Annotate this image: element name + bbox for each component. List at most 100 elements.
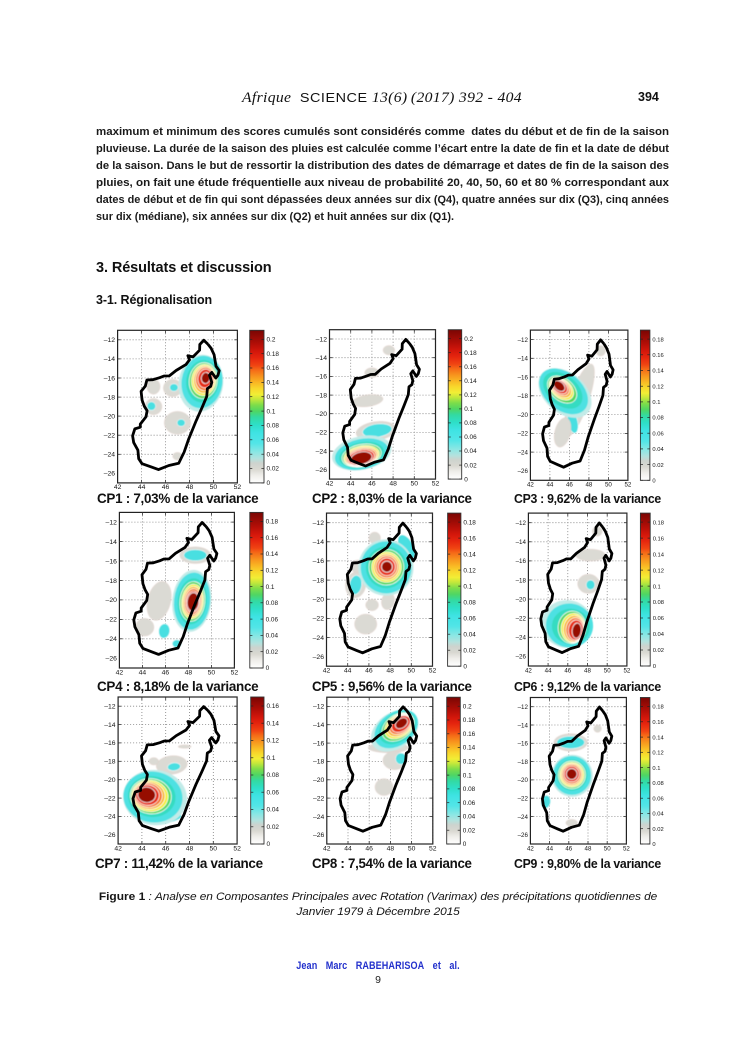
svg-text:–12: –12 [518,337,529,344]
svg-text:42: 42 [323,668,331,675]
svg-text:0.12: 0.12 [464,392,477,399]
svg-text:0: 0 [463,841,467,848]
svg-text:–26: –26 [518,832,529,839]
svg-text:0.14: 0.14 [267,380,280,387]
svg-text:–26: –26 [313,832,325,839]
svg-text:0.18: 0.18 [463,717,476,724]
svg-text:0.16: 0.16 [267,703,280,710]
svg-text:46: 46 [162,484,170,491]
svg-text:48: 48 [389,480,397,487]
svg-text:–16: –16 [104,740,116,747]
svg-text:0.04: 0.04 [267,451,280,458]
svg-text:0: 0 [266,665,270,672]
svg-text:52: 52 [624,482,631,489]
svg-text:–26: –26 [104,832,116,839]
svg-text:–16: –16 [106,558,118,565]
svg-text:46: 46 [162,669,170,676]
svg-text:0.16: 0.16 [464,364,477,371]
svg-text:0.1: 0.1 [652,400,660,406]
svg-text:0: 0 [463,663,467,670]
svg-text:52: 52 [429,668,437,675]
svg-text:52: 52 [623,667,630,674]
svg-text:–24: –24 [313,814,325,821]
svg-text:0.18: 0.18 [652,337,663,343]
svg-text:44: 44 [545,667,552,674]
svg-text:0.08: 0.08 [652,416,663,422]
svg-text:–24: –24 [518,814,529,821]
svg-text:–18: –18 [518,759,529,766]
svg-text:–22: –22 [106,617,118,624]
svg-text:–18: –18 [516,577,527,584]
svg-text:–16: –16 [518,741,529,748]
svg-text:0.06: 0.06 [463,615,476,622]
svg-text:–24: –24 [104,452,116,459]
svg-text:48: 48 [186,845,194,852]
svg-text:44: 44 [347,480,355,487]
svg-text:48: 48 [585,482,592,489]
svg-text:0.04: 0.04 [652,812,664,818]
svg-text:–26: –26 [104,471,116,478]
svg-text:0.1: 0.1 [653,584,661,590]
svg-text:–26: –26 [313,654,325,661]
svg-text:0.08: 0.08 [463,599,476,606]
svg-text:0.12: 0.12 [652,384,663,390]
svg-text:–12: –12 [516,520,527,527]
svg-text:0.02: 0.02 [463,827,476,834]
svg-text:0.04: 0.04 [267,807,280,814]
svg-text:–24: –24 [518,449,529,456]
svg-text:42: 42 [326,480,334,487]
svg-text:0.06: 0.06 [267,790,280,797]
svg-text:0.18: 0.18 [653,520,664,526]
svg-text:0.16: 0.16 [653,536,664,542]
svg-text:–20: –20 [518,412,529,419]
svg-text:0.1: 0.1 [267,755,276,762]
svg-text:0.02: 0.02 [464,462,477,469]
svg-text:0.12: 0.12 [653,568,664,574]
svg-text:44: 44 [138,845,146,852]
svg-text:–20: –20 [106,597,118,604]
svg-text:–26: –26 [316,467,328,474]
svg-text:46: 46 [365,845,373,852]
svg-text:48: 48 [185,669,193,676]
svg-text:0.14: 0.14 [653,552,665,558]
svg-text:50: 50 [210,484,218,491]
svg-text:42: 42 [525,667,532,674]
svg-text:–14: –14 [106,539,118,546]
svg-text:0.06: 0.06 [652,431,663,437]
svg-text:–22: –22 [104,795,116,802]
svg-text:46: 46 [365,668,373,675]
svg-text:0.04: 0.04 [463,631,476,638]
svg-text:0.1: 0.1 [652,766,660,772]
svg-text:0.02: 0.02 [267,466,280,473]
svg-text:0.1: 0.1 [463,583,472,590]
svg-text:44: 44 [139,669,147,676]
svg-text:44: 44 [546,845,553,852]
svg-text:0.1: 0.1 [463,772,472,779]
svg-text:44: 44 [344,845,352,852]
svg-text:0: 0 [267,841,271,848]
svg-text:42: 42 [116,669,124,676]
svg-text:–26: –26 [518,468,529,475]
svg-text:0.16: 0.16 [266,535,279,542]
svg-text:–24: –24 [104,814,116,821]
svg-text:0.12: 0.12 [267,738,280,745]
svg-text:0.2: 0.2 [464,336,473,343]
svg-text:–24: –24 [316,448,328,455]
svg-text:–20: –20 [313,777,325,784]
svg-text:0.18: 0.18 [464,350,477,357]
svg-text:–12: –12 [106,519,118,526]
svg-text:0.18: 0.18 [463,519,476,526]
svg-text:0.14: 0.14 [463,745,476,752]
svg-text:–14: –14 [518,356,529,363]
svg-text:–20: –20 [104,413,116,420]
svg-text:0.06: 0.06 [464,434,477,441]
svg-text:–18: –18 [316,392,328,399]
svg-text:44: 44 [546,482,553,489]
svg-text:48: 48 [387,845,395,852]
svg-text:46: 46 [368,480,376,487]
svg-text:0: 0 [652,479,655,485]
svg-text:0.04: 0.04 [464,448,477,455]
svg-text:0.08: 0.08 [266,600,279,607]
svg-text:0.02: 0.02 [652,463,663,469]
svg-text:0.18: 0.18 [266,519,279,526]
